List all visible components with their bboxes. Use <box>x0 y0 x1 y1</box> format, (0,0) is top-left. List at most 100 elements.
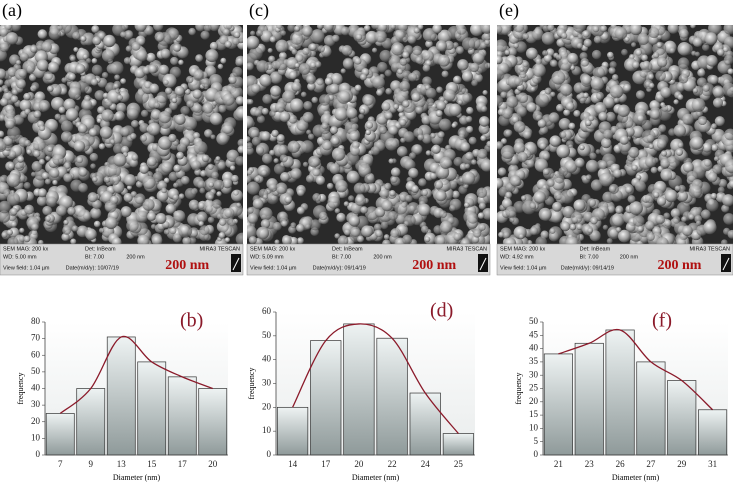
particle <box>722 194 733 207</box>
particle <box>484 39 490 46</box>
panel-label: (e) <box>499 0 519 21</box>
particle <box>648 82 655 89</box>
particle <box>149 83 160 94</box>
particle <box>560 83 573 96</box>
particle <box>80 35 87 42</box>
info-text: SEM MAG: 200 kx <box>500 246 545 252</box>
particle <box>295 53 304 62</box>
particle <box>609 61 617 69</box>
particle <box>365 129 371 136</box>
x-tick-label: 13 <box>117 459 127 469</box>
particle <box>176 143 187 153</box>
particle <box>197 202 205 210</box>
particle <box>67 206 76 216</box>
particle <box>89 152 99 162</box>
particle <box>675 148 684 156</box>
bar <box>605 329 635 456</box>
particle <box>6 229 13 236</box>
particle <box>690 25 696 29</box>
bar <box>698 409 728 456</box>
particle <box>390 25 397 30</box>
particle <box>202 102 214 114</box>
particle <box>507 47 517 57</box>
particle <box>196 211 208 223</box>
particle <box>10 207 18 216</box>
particle <box>661 169 673 181</box>
particle <box>0 174 9 183</box>
particle <box>469 62 480 73</box>
particle <box>61 77 68 84</box>
particle <box>93 220 101 228</box>
particle <box>348 215 361 227</box>
particle <box>381 200 393 212</box>
particle <box>390 175 398 183</box>
particle <box>197 180 207 190</box>
particle <box>247 225 257 240</box>
particle <box>78 183 88 193</box>
particle <box>709 75 719 85</box>
x-tick-label: 17 <box>321 459 331 469</box>
particle <box>599 160 608 170</box>
y-tick-label: 80 <box>31 316 41 326</box>
particle <box>603 129 614 140</box>
particle <box>483 31 490 41</box>
particle <box>125 45 132 52</box>
particle <box>31 223 39 231</box>
particle <box>115 88 121 94</box>
particle <box>455 33 462 40</box>
particle <box>535 93 550 108</box>
particle <box>409 152 416 160</box>
particle <box>256 226 270 240</box>
particle <box>359 108 366 114</box>
particle <box>477 148 488 159</box>
particle <box>592 66 605 80</box>
particle <box>43 71 53 81</box>
particle <box>274 239 280 244</box>
particle <box>425 87 437 99</box>
particle <box>395 29 408 43</box>
particle <box>287 140 300 153</box>
particle <box>519 66 525 72</box>
particle <box>209 25 220 32</box>
particle <box>441 70 449 78</box>
particle <box>365 121 374 129</box>
particle <box>421 225 429 234</box>
particle <box>585 159 599 173</box>
particle <box>256 29 263 37</box>
particle <box>635 48 643 56</box>
particle <box>78 167 88 177</box>
particle <box>593 35 602 44</box>
particle <box>429 171 438 180</box>
particle <box>107 164 122 178</box>
particle <box>520 195 527 201</box>
particle <box>36 59 49 72</box>
particle <box>547 25 555 32</box>
particle <box>529 202 537 209</box>
particle <box>608 67 616 75</box>
particle <box>394 201 408 215</box>
info-text: BI: 7.00 <box>580 254 599 260</box>
particle <box>340 26 350 36</box>
particle <box>480 135 487 142</box>
info-bar <box>0 243 244 276</box>
particle <box>722 82 733 97</box>
particle <box>324 77 333 86</box>
particle <box>38 239 44 244</box>
particle <box>308 155 320 168</box>
particle <box>24 204 35 215</box>
particle <box>449 204 456 212</box>
particle <box>588 115 595 122</box>
particle <box>682 113 694 126</box>
particle <box>517 151 528 163</box>
particle <box>165 87 173 95</box>
bar <box>106 336 136 456</box>
particle <box>337 90 351 104</box>
particle <box>337 235 349 244</box>
particle <box>573 199 586 212</box>
particle <box>306 74 317 85</box>
particle <box>326 182 334 190</box>
particle <box>250 30 256 36</box>
particle <box>455 46 464 55</box>
particle <box>700 209 711 220</box>
particle <box>567 52 579 64</box>
